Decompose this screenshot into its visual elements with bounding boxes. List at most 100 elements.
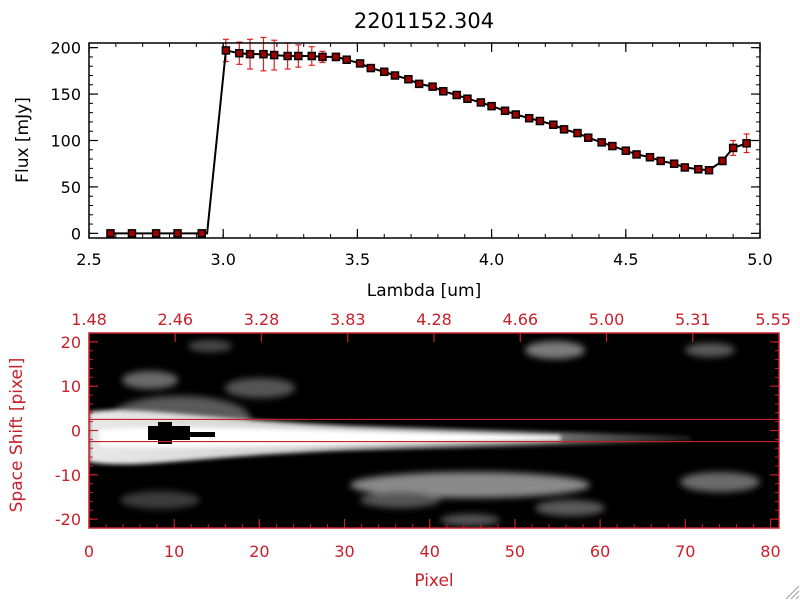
data-point: [259, 49, 268, 59]
data-point: [583, 133, 593, 142]
top-tick-label: 5.31: [675, 310, 711, 329]
image-top-tick-labels: 1.48 2.46 3.28 3.83 4.28 4.66 5.00 5.31 5.55: [71, 310, 791, 329]
data-point: [379, 67, 389, 77]
data-point: [704, 165, 714, 175]
spectrum-plot: 2201152.304 2.5 3.0 3.5 4.0 4.5 5.0 0 50 100 150…: [13, 9, 773, 301]
spectrum-y-label: Flux [mJy]: [13, 97, 33, 183]
data-point: [718, 156, 727, 166]
data-point: [414, 79, 424, 89]
data-point: [608, 141, 617, 151]
data-point: [127, 229, 137, 238]
top-tick-label: 4.66: [502, 310, 538, 329]
top-tick-label: 3.28: [244, 310, 280, 329]
top-tick-label: 1.48: [71, 310, 107, 329]
x-tick-label: 50: [505, 542, 525, 561]
x-tick-label: 2.5: [76, 250, 101, 269]
spectrum-frame: [88, 42, 761, 239]
saturated-pixels: [148, 422, 215, 444]
data-point: [439, 87, 448, 96]
spectrum-markers: [106, 46, 751, 238]
x-tick-label: 3.0: [210, 250, 235, 269]
data-point: [151, 229, 161, 238]
data-point: [235, 48, 244, 58]
data-point: [500, 106, 510, 116]
data-point: [221, 46, 231, 55]
y-tick-label: -10: [55, 466, 81, 485]
y-tick-label: 200: [50, 39, 81, 58]
data-point: [452, 90, 461, 100]
data-point: [476, 98, 486, 107]
data-point: [197, 229, 206, 238]
spectrum-ticks: [88, 43, 761, 238]
y-tick-label: 20: [61, 333, 81, 352]
x-tick-label: 10: [164, 542, 184, 561]
data-point: [307, 51, 317, 61]
x-tick-label: 5.0: [747, 250, 772, 269]
y-tick-label: 100: [50, 132, 81, 151]
data-point: [269, 50, 279, 60]
image-y-label: Space Shift [pixel]: [7, 358, 27, 513]
spectrum-line: [110, 49, 747, 235]
y-tick-label: 50: [61, 178, 81, 197]
data-point: [656, 156, 665, 166]
data-point: [355, 59, 365, 68]
image-y-tick-labels: -20 -10 0 10 20: [55, 333, 81, 529]
extraction-window-lines: [89, 418, 779, 443]
x-tick-label: 30: [334, 542, 354, 561]
data-point: [621, 146, 631, 155]
data-point: [404, 74, 413, 84]
data-point: [597, 138, 606, 147]
spectrum-title: 2201152.304: [354, 9, 494, 33]
data-point: [245, 49, 255, 59]
spectrum-x-tick-labels: 2.5 3.0 3.5 4.0 4.5 5.0: [76, 250, 772, 269]
top-tick-label: 4.28: [416, 310, 452, 329]
data-point: [632, 150, 641, 159]
image-x-tick-labels: 0 10 20 30 40 50 60 70 80: [84, 542, 781, 561]
data-point: [549, 120, 558, 129]
x-tick-label: 80: [760, 542, 780, 561]
top-tick-label: 3.83: [330, 310, 366, 329]
image-x-label: Pixel: [414, 571, 453, 591]
x-tick-label: 40: [420, 542, 440, 561]
x-tick-label: 0: [84, 542, 94, 561]
data-point: [535, 116, 545, 126]
y-tick-label: -20: [55, 510, 81, 529]
data-point: [428, 82, 437, 91]
top-tick-label: 5.55: [755, 310, 791, 329]
image-ticks: [88, 333, 780, 528]
data-point: [366, 63, 376, 73]
data-point: [390, 71, 400, 80]
x-tick-label: 4.5: [613, 250, 638, 269]
data-point: [742, 139, 751, 148]
data-point: [728, 143, 738, 153]
data-point: [669, 159, 679, 168]
x-tick-label: 3.5: [345, 250, 370, 269]
y-tick-label: 10: [61, 377, 81, 396]
top-tick-label: 2.46: [157, 310, 193, 329]
data-point: [283, 51, 292, 61]
spectral-image: [89, 333, 779, 528]
data-point: [487, 101, 496, 111]
y-tick-label: 0: [71, 422, 81, 441]
data-point: [106, 229, 115, 238]
data-point: [463, 94, 472, 103]
top-tick-label: 5.00: [589, 310, 625, 329]
data-point: [680, 163, 690, 172]
resize-grip-icon: [785, 585, 800, 600]
x-tick-label: 60: [590, 542, 610, 561]
spectrum-y-tick-labels: 0 50 100 150 200: [50, 39, 81, 244]
data-point: [331, 52, 341, 62]
data-point: [173, 229, 182, 238]
spectral-image-plot: 0 10 20 30 40 50 60 70 80 1.48 2.46 3.28 3.83 4.28 4.…: [7, 310, 791, 591]
data-point: [645, 152, 655, 162]
data-point: [511, 110, 521, 119]
data-point: [559, 125, 569, 134]
x-tick-label: 20: [249, 542, 269, 561]
data-point: [524, 113, 534, 123]
data-point: [318, 52, 327, 62]
data-point: [694, 165, 703, 174]
x-tick-label: 70: [675, 542, 695, 561]
y-tick-label: 150: [50, 85, 81, 104]
data-point: [294, 51, 303, 61]
